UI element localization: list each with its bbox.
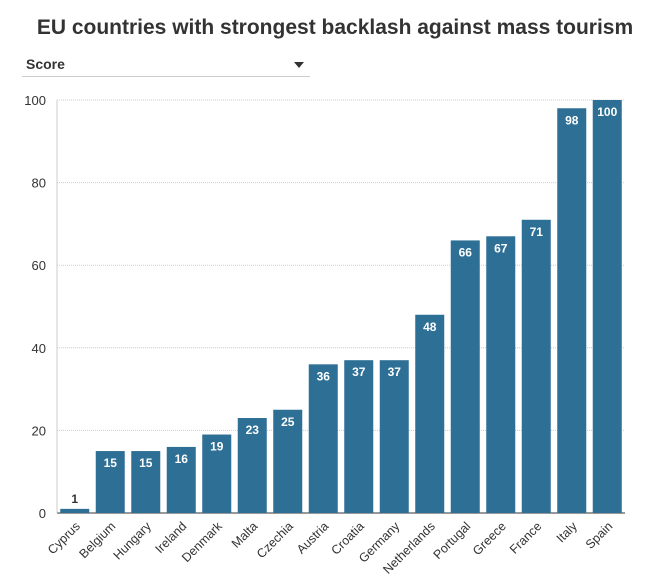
bar-value-label: 15 (139, 456, 153, 470)
bar-value-label: 66 (459, 245, 473, 259)
x-tick-label: Greece (470, 519, 509, 558)
bar-value-label: 37 (388, 365, 402, 379)
bar-value-label: 15 (104, 456, 118, 470)
bar-value-label: 37 (352, 365, 366, 379)
bar-czechia[interactable] (273, 409, 303, 513)
bar-netherlands[interactable] (415, 314, 445, 513)
bar-value-label: 23 (246, 423, 260, 437)
x-tick-label: Malta (229, 519, 261, 551)
x-tick-label: Italy (554, 519, 581, 546)
bar-spain[interactable] (592, 100, 622, 513)
bar-value-label: 16 (175, 452, 189, 466)
bar-value-label: 19 (210, 440, 224, 454)
bar-germany[interactable] (379, 360, 409, 513)
x-tick-label: Hungary (111, 519, 155, 563)
x-tick-label: Portugal (431, 519, 474, 562)
bar-cyprus[interactable] (60, 508, 90, 513)
bar-value-label: 1 (71, 492, 78, 506)
y-tick-label: 60 (32, 258, 46, 273)
bar-ireland[interactable] (166, 446, 196, 513)
bar-austria[interactable] (308, 364, 338, 513)
bar-belgium[interactable] (95, 451, 125, 513)
bar-value-label: 98 (565, 113, 579, 127)
bar-value-label: 36 (317, 369, 331, 383)
chart-title: EU countries with strongest backlash aga… (36, 16, 634, 39)
x-tick-label: Denmark (179, 519, 225, 565)
bar-value-label: 100 (597, 105, 617, 119)
chevron-down-icon (294, 62, 304, 68)
bar-portugal[interactable] (450, 240, 480, 514)
metric-dropdown-value: Score (26, 56, 65, 72)
x-tick-label: Austria (294, 519, 331, 556)
bars: 1 15 15 16 19 23 25 36 37 37 48 66 67 71 98 100 (60, 100, 622, 514)
bar-france[interactable] (521, 219, 551, 513)
y-tick-label: 20 (32, 423, 46, 438)
bar-value-label: 48 (423, 320, 437, 334)
bar-italy[interactable] (557, 108, 587, 513)
bar-hungary[interactable] (131, 451, 161, 513)
grid-lines (56, 99, 625, 514)
bar-value-label: 25 (281, 415, 295, 429)
bar-malta[interactable] (237, 418, 267, 513)
bar-value-label: 71 (530, 225, 544, 239)
x-tick-label: France (507, 519, 544, 556)
x-tick-label: Czechia (254, 519, 296, 561)
y-axis-ticks: 0 20 40 60 80 100 (24, 93, 46, 521)
y-tick-label: 100 (24, 93, 46, 108)
y-tick-label: 0 (39, 506, 46, 521)
bar-greece[interactable] (486, 236, 516, 514)
bar-value-label: 67 (494, 241, 508, 255)
bar-denmark[interactable] (202, 434, 232, 513)
bar-croatia[interactable] (344, 360, 374, 513)
metric-dropdown[interactable]: Score (22, 52, 310, 77)
x-tick-label: Spain (583, 519, 616, 552)
y-tick-label: 40 (32, 341, 46, 356)
y-tick-label: 80 (32, 176, 46, 191)
